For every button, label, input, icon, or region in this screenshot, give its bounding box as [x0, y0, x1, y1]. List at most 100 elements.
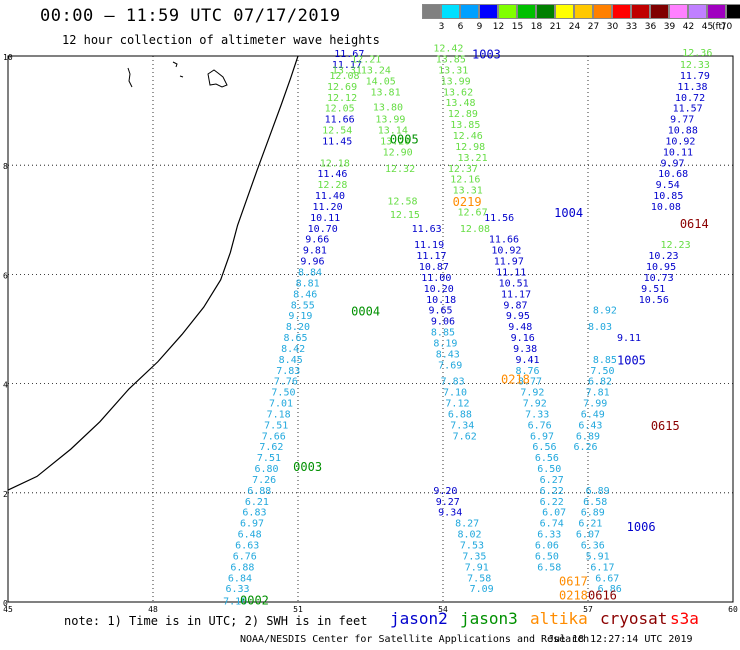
wave-height-value: 12.89 [448, 109, 478, 120]
wave-height-value: 11.45 [322, 136, 352, 147]
wave-height-value: 11.66 [325, 115, 355, 126]
color-scale-label: 6 [457, 22, 464, 32]
wave-height-value: 12.15 [390, 210, 420, 221]
wave-height-value: 10.23 [648, 251, 678, 262]
wave-height-value: 12.21 [351, 55, 381, 66]
wave-height-value: 10.08 [651, 202, 681, 213]
wave-height-value: 9.87 [503, 300, 527, 311]
wave-height-value: 9.38 [513, 344, 537, 355]
wave-height-value: 7.83 [276, 366, 300, 377]
island-outline [207, 69, 228, 88]
wave-height-value: 8.77 [518, 377, 542, 388]
page-subtitle: 12 hour collection of altimeter wave hei… [62, 33, 380, 47]
wave-height-value: 9.16 [511, 333, 535, 344]
wave-height-value: 12.98 [455, 142, 485, 153]
wave-height-value: 6.07 [542, 508, 566, 519]
wave-height-value: 7.58 [467, 573, 491, 584]
wave-height-value: 13.31 [332, 65, 362, 76]
wave-height-value: 13.20 [380, 136, 410, 147]
wave-height-value: 6.26 [574, 442, 598, 453]
satellite-legend-altika: altika [530, 609, 588, 628]
wave-height-value: 8.20 [286, 322, 310, 333]
y-tick-label: 0 [3, 599, 8, 608]
color-scale-label: 45 [701, 22, 714, 32]
wave-height-value: 9.77 [670, 115, 694, 126]
wave-height-value: 7.50 [590, 366, 614, 377]
color-scale-label: 70 [720, 22, 733, 32]
wave-height-value: 6.06 [535, 540, 559, 551]
wave-height-value: 13.48 [445, 98, 475, 109]
wave-height-value: 13.24 [361, 65, 391, 76]
wave-height-value: 6.97 [240, 519, 264, 530]
wave-height-value: 9.97 [661, 158, 685, 169]
wave-height-value: 7.91 [465, 562, 489, 573]
wave-height-value: 9.54 [656, 180, 680, 191]
wave-height-value: 10.92 [665, 136, 695, 147]
wave-height-value: 8.85 [593, 355, 617, 366]
wave-height-value: 11.00 [421, 273, 451, 284]
wave-height-value: 6.21 [578, 519, 602, 530]
wave-height-value: 7.12 [445, 399, 469, 410]
wave-height-value: 10.70 [308, 224, 338, 235]
wave-height-value: 7.10 [443, 388, 467, 399]
wave-height-value: 6.21 [245, 497, 269, 508]
wave-height-value: 10.18 [426, 295, 456, 306]
wave-height-value: 7.35 [462, 551, 486, 562]
y-tick-label: 8 [3, 162, 8, 171]
color-scale-swatch [574, 4, 593, 19]
pass-id-label: 0005 [390, 132, 419, 146]
wave-height-value: 10.88 [668, 126, 698, 137]
x-tick-label: 51 [293, 605, 303, 614]
y-tick-label: 6 [3, 271, 8, 280]
pass-id-label: 0218 [559, 588, 588, 602]
wave-height-value: 12.05 [325, 104, 355, 115]
wave-height-value: 8.19 [433, 338, 457, 349]
wave-height-value: 6.89 [576, 431, 600, 442]
wave-height-value: 11.57 [673, 104, 703, 115]
wave-height-value: 7.62 [259, 442, 283, 453]
wave-height-value: 13.85 [450, 120, 480, 131]
wave-height-value: 7.33 [525, 409, 549, 420]
pass-id-label: 0219 [453, 195, 482, 209]
wave-height-value: 12.08 [329, 71, 359, 82]
color-scale-swatch [631, 4, 650, 19]
wave-height-value: 8.76 [516, 366, 540, 377]
wave-height-value: 12.46 [453, 131, 483, 142]
color-scale-label: 15 [511, 22, 524, 32]
wave-height-value: 7.81 [586, 388, 610, 399]
color-scale-swatch [498, 4, 517, 19]
wave-height-value: 7.92 [520, 388, 544, 399]
wave-height-value: 11.17 [501, 289, 531, 300]
wave-height-value: 12.28 [317, 180, 347, 191]
wave-height-value: 6.17 [590, 562, 614, 573]
wave-height-value: 6.76 [233, 551, 257, 562]
wave-height-value: 6.50 [535, 551, 559, 562]
color-scale-swatch [441, 4, 460, 19]
wave-height-value: 11.11 [496, 267, 526, 278]
color-scale-label: 39 [663, 22, 676, 32]
x-tick-label: 54 [438, 605, 448, 614]
wave-height-value: 12.12 [327, 93, 357, 104]
wave-height-value: 9.66 [305, 235, 329, 246]
wave-height-value: 11.19 [414, 240, 444, 251]
wave-height-value: 6.36 [581, 540, 605, 551]
wave-height-value: 10.68 [658, 169, 688, 180]
page-title: 00:00 – 11:59 UTC 07/17/2019 [40, 6, 341, 26]
satellite-legend-jason3: jason3 [460, 609, 518, 628]
wave-height-value: 9.34 [438, 508, 462, 519]
wave-height-value: 8.55 [291, 300, 315, 311]
pass-id-label: 0614 [680, 217, 709, 231]
wave-height-value: 12.36 [682, 48, 712, 59]
color-scale-swatch [650, 4, 669, 19]
wave-height-value: 9.41 [516, 355, 540, 366]
color-scale-labels: 3 6 9 12 15 18 21 24 27 30 33 36 39 42 45 70 [432, 22, 736, 32]
pass-id-label: 0004 [351, 304, 380, 318]
wave-height-value: 12.23 [661, 240, 691, 251]
wave-height-value: 6.56 [532, 442, 556, 453]
wave-height-value: 8.03 [588, 322, 612, 333]
color-scale-swatch [517, 4, 536, 19]
wave-height-value: 12.67 [458, 207, 488, 218]
wave-height-value: 13.31 [453, 186, 483, 197]
x-tick-label: 57 [583, 605, 593, 614]
